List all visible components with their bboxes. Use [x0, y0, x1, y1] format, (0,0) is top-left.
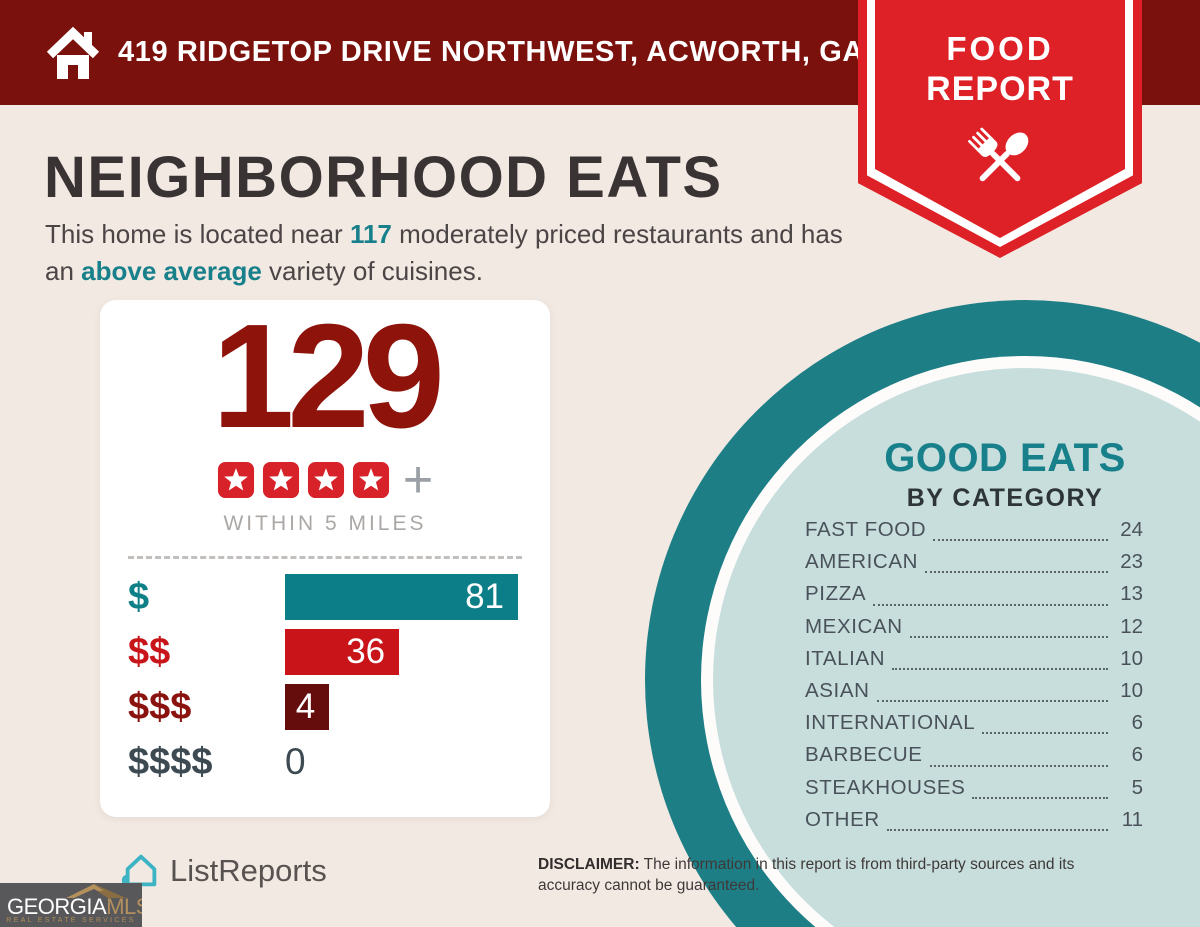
dot-leader: [972, 796, 1108, 799]
category-label: BARBECUE: [805, 743, 923, 767]
price-label: $: [128, 575, 150, 618]
listreports-wordmark: ListReports: [170, 853, 327, 888]
category-row: MEXICAN 12: [805, 615, 1143, 647]
intro-mid: moderately priced restaurants and has an: [45, 219, 843, 286]
star-icon: [307, 461, 345, 499]
category-value: 24: [1120, 518, 1143, 541]
category-value: 6: [1131, 743, 1143, 767]
ribbon-title-line1: FOOD: [946, 30, 1054, 67]
category-row: ITALIAN 10: [805, 647, 1143, 679]
georgia-mls-logo: GEORGIAMLS REAL ESTATE SERVICES: [0, 883, 142, 927]
disclaimer: DISCLAIMER: The information in this repo…: [538, 855, 1078, 897]
mls-name-accent: MLS: [106, 894, 142, 919]
category-value: 23: [1120, 550, 1143, 574]
listreports-logo: ListReports: [120, 850, 327, 892]
spoon-fork-icon: [858, 113, 1142, 210]
category-row: PIZZA 13: [805, 582, 1143, 614]
dot-leader: [909, 635, 1108, 638]
price-label: $$: [128, 630, 171, 673]
category-row: BARBECUE 6: [805, 743, 1143, 775]
category-row: AMERICAN 23: [805, 550, 1143, 582]
dashed-divider: [128, 556, 522, 560]
category-label: ASIAN: [805, 678, 870, 702]
ribbon-title-line2: REPORT: [926, 70, 1074, 108]
category-list: FAST FOOD 24 AMERICAN 23 PIZZA 13 MEXICAN 12…: [805, 518, 1143, 840]
category-row: OTHER 11: [805, 808, 1143, 840]
intro-highlight: above average: [81, 255, 262, 286]
dot-leader: [982, 732, 1108, 735]
category-label: OTHER: [805, 807, 880, 831]
good-eats-subtitle: BY CATEGORY: [906, 484, 1104, 512]
good-eats-title: GOOD EATS: [884, 436, 1126, 480]
property-address: 419 RIDGETOP DRIVE NORTHWEST, ACWORTH, G…: [118, 36, 956, 68]
home-icon: [46, 26, 100, 89]
dot-leader: [925, 571, 1108, 574]
good-eats-heading: GOOD EATS BY CATEGORY: [855, 436, 1155, 513]
price-row-1: $ 81: [128, 574, 518, 621]
intro-count: 117: [349, 219, 392, 249]
bar-value-zero: 0: [285, 741, 306, 783]
bar-value: 81: [465, 577, 504, 617]
page-title: NEIGHBORHOOD EATS: [44, 145, 723, 210]
mls-tagline: REAL ESTATE SERVICES: [6, 917, 136, 924]
category-label: PIZZA: [805, 582, 867, 606]
scope-label: WITHIN 5 MILES: [223, 512, 427, 536]
star-rating: +: [100, 451, 550, 510]
price-row-2: $$ 36: [128, 629, 518, 676]
dot-leader: [873, 603, 1108, 606]
category-label: STEAKHOUSES: [805, 775, 966, 799]
intro-pre: This home is located near: [45, 219, 350, 249]
disclaimer-label: DISCLAIMER:: [538, 856, 640, 873]
category-value: 11: [1121, 807, 1143, 831]
mls-name-primary: GEORGIA: [7, 894, 107, 919]
restaurant-stats-card: 129: [100, 300, 550, 817]
intro-text: This home is located near 117 moderately…: [45, 216, 845, 290]
price-label: $$$: [128, 685, 192, 728]
price-row-4: $$$$ 0: [128, 739, 518, 785]
mls-wordmark: GEORGIAMLS: [7, 894, 142, 920]
bar-dollar3: 4: [285, 684, 330, 731]
category-row: ASIAN 10: [805, 679, 1143, 711]
star-icon: [217, 461, 255, 499]
category-row: FAST FOOD 24: [805, 518, 1143, 550]
category-label: AMERICAN: [805, 550, 919, 574]
dot-leader: [886, 828, 1108, 831]
category-row: STEAKHOUSES 5: [805, 776, 1143, 808]
star-icon: [352, 461, 390, 499]
category-value: 10: [1120, 646, 1143, 670]
intro-post: variety of cuisines.: [261, 255, 483, 286]
category-value: 12: [1120, 614, 1143, 638]
mls-roof-icon: [66, 884, 126, 898]
category-row: INTERNATIONAL 6: [805, 711, 1143, 743]
restaurant-count: 129: [212, 294, 445, 459]
bar-dollar: 81: [285, 574, 518, 621]
bar-value: 36: [346, 632, 386, 672]
category-value: 10: [1120, 678, 1143, 702]
category-label: FAST FOOD: [805, 518, 927, 541]
price-label: $$$$: [128, 740, 213, 783]
dot-leader: [933, 539, 1108, 542]
price-tier-chart: $ 81 $$ 36 $$$ 4 $$$$ 0: [100, 574, 550, 785]
star-icon: [262, 461, 300, 499]
category-value: 13: [1120, 582, 1143, 606]
category-value: 5: [1131, 775, 1143, 799]
bar-dollar2: 36: [285, 629, 400, 676]
bar-value: 4: [295, 687, 316, 727]
dot-leader: [892, 667, 1108, 670]
dot-leader: [929, 764, 1108, 767]
category-label: ITALIAN: [805, 646, 886, 670]
price-row-3: $$$ 4: [128, 684, 518, 731]
category-value: 6: [1131, 711, 1143, 735]
category-label: MEXICAN: [805, 614, 903, 638]
dot-leader: [876, 700, 1108, 703]
food-report-ribbon: FOOD REPORT: [858, 0, 1142, 258]
plus-sign: +: [402, 451, 434, 510]
category-label: INTERNATIONAL: [805, 711, 976, 735]
disclaimer-text: The information in this report is from t…: [538, 856, 1075, 894]
